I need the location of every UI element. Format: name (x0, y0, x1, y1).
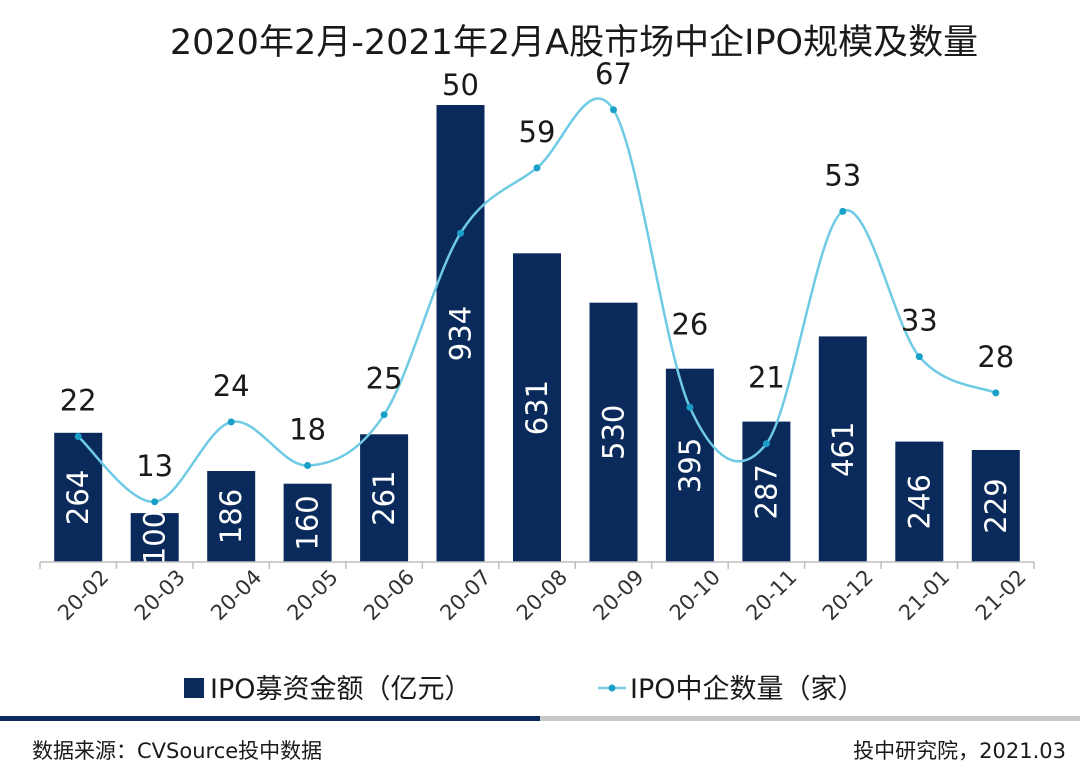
bar-value-label: 160 (291, 495, 325, 550)
bar-value-label: 229 (979, 478, 1013, 533)
bar-value-label: 461 (826, 422, 860, 477)
bar-series: 264 100 186 160 261 934 631 530 395 287 461 246 229 (54, 105, 1020, 565)
line-point (227, 418, 235, 426)
chart-title: 2020年2月-2021年2月A股市场中企IPO规模及数量 (170, 23, 978, 63)
x-tick-label: 20-03 (130, 565, 190, 625)
bar (665, 368, 714, 562)
line-value-label: 67 (595, 57, 632, 91)
line-value-label: 28 (977, 340, 1014, 374)
line-point (380, 411, 388, 419)
bar-value-label: 246 (902, 474, 936, 529)
x-tick-label: 20-11 (741, 565, 801, 625)
x-tick-label: 20-04 (206, 565, 266, 625)
line-point (839, 207, 847, 215)
legend-bar-swatch (184, 678, 204, 698)
data-source: 数据来源：CVSource投中数据 (32, 739, 323, 763)
x-tick-label: 20-02 (53, 565, 113, 625)
bar-value-label: 934 (444, 306, 478, 361)
bar-value-label: 261 (367, 470, 401, 525)
line-point (74, 433, 82, 440)
x-tick-label: 21-02 (971, 565, 1031, 625)
line-value-label: 59 (519, 115, 556, 149)
x-tick-label: 20-08 (512, 565, 572, 625)
x-tick-label: 20-06 (359, 565, 419, 625)
line-value-label: 18 (289, 413, 326, 447)
footer-divider-accent (0, 716, 540, 721)
bar-value-label: 631 (520, 380, 554, 435)
bar (971, 450, 1020, 562)
bar-value-label: 395 (673, 438, 707, 493)
x-tick-label: 20-10 (665, 565, 725, 625)
bar (436, 105, 485, 562)
line-value-label: 24 (213, 369, 250, 403)
x-axis-ticks: 20-02 20-03 20-04 20-05 20-06 20-07 20-08 20-09… (39, 562, 1035, 625)
line-point (304, 462, 312, 469)
line-point (610, 106, 617, 114)
legend-line-marker (608, 684, 616, 692)
bar (895, 441, 944, 562)
bar-value-label: 287 (749, 464, 783, 519)
line-point (915, 353, 923, 361)
line-point (533, 164, 541, 172)
bar (207, 471, 256, 562)
x-tick-label: 20-05 (283, 565, 343, 625)
line-point (457, 229, 464, 237)
line-point (762, 440, 770, 448)
line-points: 22 13 24 18 25 50 59 67 26 21 53 33 28 (60, 57, 1014, 506)
footer-divider-rest (540, 716, 1080, 721)
bar (130, 513, 179, 562)
bar (589, 302, 638, 562)
x-tick-label: 21-01 (894, 565, 954, 625)
legend-line-label: IPO中企数量（家） (630, 674, 865, 705)
bar-value-label: 186 (214, 489, 248, 544)
line-point (992, 389, 1000, 397)
line-point (686, 403, 694, 411)
line-value-label: 13 (136, 449, 173, 483)
legend: IPO募资金额（亿元） IPO中企数量（家） (184, 674, 865, 705)
line-value-label: 22 (60, 384, 97, 418)
line-value-label: 26 (671, 308, 708, 342)
legend-bar-label: IPO募资金额（亿元） (210, 674, 472, 705)
x-tick-label: 20-12 (818, 565, 878, 625)
bar-value-label: 530 (597, 405, 631, 460)
publisher-credit: 投中研究院，2021.03 (853, 739, 1066, 763)
line-value-label: 25 (366, 362, 403, 396)
bar (283, 483, 332, 562)
bar-value-label: 100 (138, 510, 172, 565)
x-tick-label: 20-07 (435, 565, 495, 625)
x-tick-label: 20-09 (588, 565, 648, 625)
line-value-label: 33 (901, 304, 938, 338)
bar-value-label: 264 (61, 470, 95, 525)
bar (360, 434, 409, 562)
line-value-label: 50 (442, 68, 479, 102)
line-point (151, 498, 159, 506)
line-value-label: 53 (824, 158, 861, 192)
bar (513, 253, 561, 563)
line-value-label: 21 (748, 361, 785, 395)
bar (818, 336, 867, 562)
